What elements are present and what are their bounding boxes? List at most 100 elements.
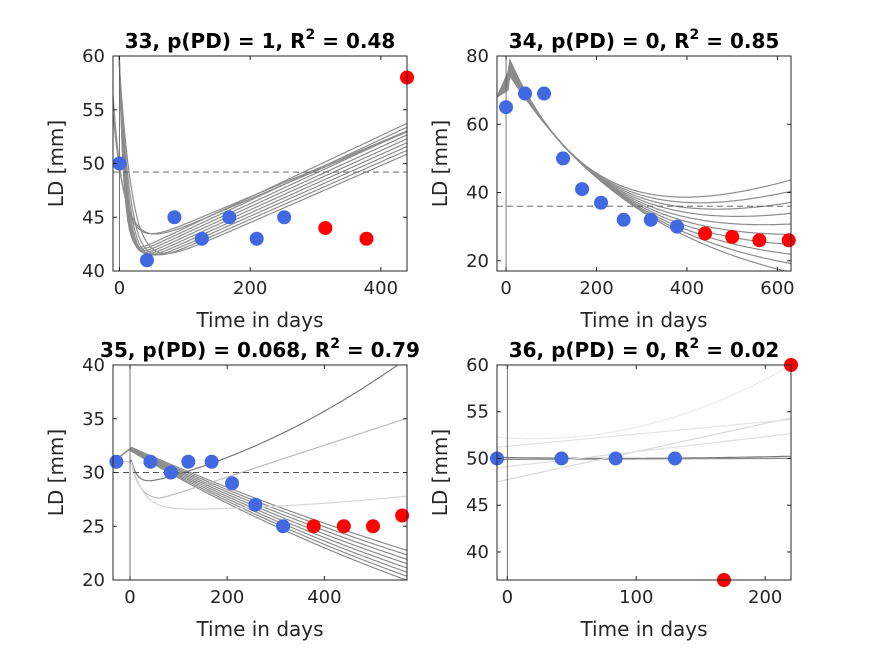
future-point (359, 231, 374, 246)
observed-point (608, 451, 623, 466)
model-curve (113, 113, 407, 235)
y-tick-label: 55 (466, 402, 489, 423)
model-curve (118, 56, 407, 252)
y-tick-label: 40 (82, 355, 105, 376)
y-tick-label: 50 (466, 448, 489, 469)
model-curve (118, 56, 407, 256)
observed-point (204, 454, 219, 469)
observed-point (556, 151, 571, 166)
y-tick-label: 45 (82, 207, 105, 228)
x-tick-label: 200 (233, 278, 267, 299)
x-tick-label: 600 (760, 278, 794, 299)
subplot-1: 0 200 400 40 45 50 55 60 Time in days LD [mm] 33, … (44, 27, 414, 332)
model-curve (113, 94, 407, 235)
model-curve (497, 417, 791, 483)
y-tick-label: 40 (82, 261, 105, 282)
observed-point (518, 86, 533, 101)
x-tick-label: 200 (579, 278, 613, 299)
future-point (318, 221, 333, 235)
x-tick-label: 0 (114, 278, 125, 299)
model-curve (497, 365, 791, 440)
axes-box (496, 364, 792, 581)
observed-point (643, 212, 658, 227)
y-tick-label: 45 (466, 495, 489, 516)
x-tick-label: 400 (364, 278, 398, 299)
model-curve (497, 419, 791, 448)
observed-point (167, 210, 182, 225)
observed-point (575, 182, 590, 197)
subplot-2: 0 200 400 600 20 40 60 80 Time in days LD [mm] 34,… (428, 27, 796, 332)
model-curve (497, 57, 791, 198)
x-tick-label: 0 (502, 587, 513, 608)
future-point (752, 233, 767, 248)
subplot-title: 35, p(PD) = 0.068, R2 = 0.79 (100, 336, 420, 362)
observed-point (249, 231, 264, 246)
subplot-title: 34, p(PD) = 0, R2 = 0.85 (509, 27, 780, 53)
future-point (395, 508, 410, 523)
observed-point (594, 195, 609, 210)
y-axis-label: LD [mm] (44, 120, 68, 207)
y-tick-label: 40 (466, 183, 489, 204)
model-curve (497, 433, 791, 469)
observed-point (109, 454, 124, 469)
model-curve (118, 56, 407, 253)
observed-point (143, 454, 158, 469)
model-curve (113, 365, 399, 482)
x-tick-label: 100 (619, 587, 653, 608)
model-curve (118, 56, 407, 256)
subplot-title: 33, p(PD) = 1, R2 = 0.48 (125, 27, 396, 53)
x-tick-label: 0 (500, 278, 511, 299)
observed-point (163, 465, 178, 480)
y-axis-label: LD [mm] (428, 429, 452, 516)
future-point (306, 519, 321, 534)
model-curve (113, 448, 407, 580)
x-axis-label: Time in days (579, 617, 707, 641)
y-tick-label: 20 (466, 251, 489, 272)
y-tick-label: 60 (466, 114, 489, 135)
future-point (698, 226, 713, 241)
model-curve (497, 457, 791, 461)
model-curve (113, 448, 407, 577)
model-curve (118, 56, 407, 255)
model-curve (113, 417, 407, 499)
x-tick-label: 200 (748, 587, 782, 608)
observed-point (194, 231, 209, 246)
x-tick-label: 0 (124, 587, 135, 608)
model-curve (113, 448, 407, 573)
y-tick-label: 60 (82, 46, 105, 67)
model-curve (118, 56, 407, 250)
subplot-title: 36, p(PD) = 0, R2 = 0.02 (509, 336, 780, 362)
observed-point (139, 253, 154, 268)
x-axis-label: Time in days (195, 617, 323, 641)
y-tick-label: 20 (82, 570, 105, 591)
y-tick-label: 55 (82, 100, 105, 121)
y-axis-label: LD [mm] (44, 429, 68, 516)
x-tick-label: 400 (670, 278, 704, 299)
subplot-4: 0 100 200 40 45 50 55 60 Time in days LD [mm] 36, … (428, 336, 798, 641)
observed-point (277, 210, 292, 225)
x-axis-label: Time in days (579, 308, 707, 332)
observed-point (616, 212, 631, 227)
observed-point (222, 210, 237, 225)
x-tick-label: 400 (307, 587, 341, 608)
observed-point (248, 497, 263, 512)
observed-point (537, 86, 552, 101)
future-point (365, 519, 380, 534)
model-curve (113, 448, 407, 569)
y-tick-label: 40 (466, 542, 489, 563)
x-tick-label: 200 (210, 587, 244, 608)
observed-point (276, 519, 291, 534)
y-tick-label: 60 (466, 355, 489, 376)
observed-point (554, 451, 569, 466)
y-axis-label: LD [mm] (428, 120, 452, 207)
observed-point (667, 451, 682, 466)
y-tick-label: 25 (82, 516, 105, 537)
observed-point (670, 219, 685, 234)
observed-point (225, 476, 240, 491)
subplot-3: 0 200 400 20 25 30 35 40 Time in days LD [mm] 35, … (44, 336, 420, 641)
y-tick-label: 50 (82, 154, 105, 175)
x-axis-label: Time in days (195, 308, 323, 332)
y-tick-label: 80 (466, 46, 489, 67)
plot-area (497, 365, 791, 580)
y-tick-label: 35 (82, 409, 105, 430)
